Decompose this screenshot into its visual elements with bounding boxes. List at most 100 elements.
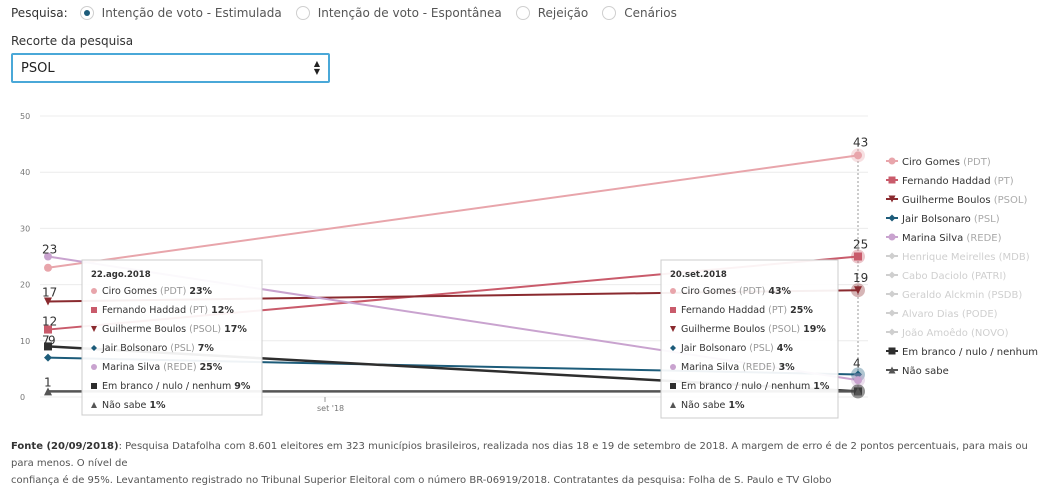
point-2-0 [44,297,52,306]
legend-marker-10 [888,347,896,355]
tooltip-1-row-1: Fernando Haddad (PT) 25% [681,305,813,316]
select-arrows-icon: ▲ ▼ [313,59,320,76]
left-data-label-5: 1 [44,375,52,389]
legend-label-8: Alvaro Dias (PODE) [902,309,998,320]
legend-item-3[interactable]: Jair Bolsonaro (PSL) [886,214,1000,225]
tooltip-1-row-0: Ciro Gomes (PDT) 43% [681,286,792,297]
point-6-0 [44,387,52,396]
legend-label-3: Jair Bolsonaro (PSL) [901,214,1000,225]
y-tick-label-50: 50 [20,112,30,121]
left-data-label-3: 7 [42,333,50,347]
point-4-1 [854,376,862,385]
source-footer: Fonte (20/09/2018): Pesquisa Datafolha c… [11,438,1041,489]
legend-label-1: Fernando Haddad (PT) [902,176,1014,187]
option-cenarios[interactable]: Cenários [602,6,677,20]
y-tick-label-0: 0 [20,393,25,402]
legend-item-4[interactable]: Marina Silva (REDE) [886,233,1002,244]
legend-marker-9 [888,328,896,336]
y-tick-label-10: 10 [20,337,30,346]
legend-item-6[interactable]: Cabo Daciolo (PATRI) [886,271,1006,282]
legend-label-4: Marina Silva (REDE) [902,233,1002,244]
legend-marker-11 [888,366,896,374]
point-3-0 [44,353,52,362]
legend-marker-1 [888,176,896,184]
radio-espontanea[interactable] [295,6,310,20]
legend-label-5: Henrique Meirelles (MDB) [902,252,1030,263]
legend-item-11[interactable]: Não sabe [886,366,949,377]
survey-type-selector: Pesquisa: Intenção de voto - Estimulada … [11,6,691,20]
tooltip-1-row-6: Não sabe 1% [681,400,745,411]
tooltip-0-row-4: Marina Silva (REDE) 25% [102,362,223,373]
footer-line2: confiança é de 95%. Levantamento registr… [11,475,832,486]
legend-item-7[interactable]: Geraldo Alckmin (PSDB) [886,290,1022,301]
legend-item-0[interactable]: Ciro Gomes (PDT) [886,157,991,168]
radio-estimulada[interactable] [79,6,94,20]
point-0-1 [854,151,862,160]
survey-type-label: Pesquisa: [11,6,68,20]
right-data-label-0: 43 [853,135,868,149]
legend-marker-3 [888,214,896,222]
right-data-label-2: 19 [853,271,868,285]
legend-label-10: Em branco / nulo / nenhum [902,347,1038,358]
left-data-label-1: 17 [42,285,57,299]
tooltip-box-0 [81,259,263,416]
legend-marker-2 [888,195,896,203]
point-1-1 [854,252,862,261]
recorte-select-value: PSOL [21,60,55,76]
tooltip-0: 22.ago.2018 Ciro Gomes (PDT) 23% Fernando … [81,259,263,416]
tooltip-0-marker-4 [91,364,97,370]
legend-marker-6 [888,271,896,279]
option-espontanea[interactable]: Intenção de voto - Espontânea [295,6,502,20]
option-espontanea-label: Intenção de voto - Espontânea [317,6,502,20]
tooltip-1-row-5: Em branco / nulo / nenhum 1% [681,381,830,392]
legend-marker-4 [888,233,896,241]
point-3-1 [854,370,862,379]
legend-item-8[interactable]: Alvaro Dias (PODE) [886,309,998,320]
legend-label-11: Não sabe [902,366,949,377]
point-2-1 [854,286,862,295]
tooltip-0-row-0: Ciro Gomes (PDT) 23% [102,286,213,297]
legend-item-1[interactable]: Fernando Haddad (PT) [886,176,1014,187]
tooltip-1-row-4: Marina Silva (REDE) 3% [681,362,795,373]
legend-label-6: Cabo Daciolo (PATRI) [902,271,1006,282]
tooltip-1-marker-2 [670,326,676,332]
radio-rejeicao[interactable] [515,6,530,20]
radio-cenarios[interactable] [602,6,617,20]
option-cenarios-label: Cenários [624,6,677,20]
tooltip-0-marker-3 [91,345,97,351]
tooltip-box-1 [660,259,839,419]
y-tick-label-30: 30 [20,224,30,233]
point-0-0 [44,263,52,272]
y-tick-label-20: 20 [20,281,30,290]
legend-item-10[interactable]: Em branco / nulo / nenhum [886,347,1038,358]
point-4-0 [44,252,52,261]
left-data-label-2: 12 [42,315,57,329]
tooltip-title-1: 20.set.2018 [670,270,727,280]
option-estimulada[interactable]: Intenção de voto - Estimulada [79,6,282,20]
option-rejeicao-label: Rejeição [537,6,589,20]
tooltip-1-marker-6 [670,402,676,408]
poll-line-chart: 0 10 20 30 40 50 set '18 23 17 12 79 1 43 25 19 4 22.ago… [20,112,1038,419]
tooltip-1-marker-1 [670,307,676,313]
series-line-0 [47,154,859,269]
point-5-0 [44,342,52,351]
point-6-1 [854,387,862,396]
left-data-label-4: 9 [48,333,56,347]
footer-source-label: Fonte (20/09/2018) [11,441,119,452]
legend-item-5[interactable]: Henrique Meirelles (MDB) [886,252,1030,263]
legend-item-9[interactable]: João Amoêdo (NOVO) [886,327,1009,339]
point-1-0 [44,325,52,334]
legend-marker-8 [888,309,896,317]
tooltip-0-marker-6 [91,402,97,408]
legend-item-2[interactable]: Guilherme Boulos (PSOL) [886,195,1027,206]
option-estimulada-label: Intenção de voto - Estimulada [101,6,282,20]
x-tick-label: set '18 [317,404,344,413]
option-rejeicao[interactable]: Rejeição [515,6,589,20]
legend-label-7: Geraldo Alckmin (PSDB) [902,290,1022,301]
recorte-select[interactable]: PSOL ▲ ▼ [11,53,330,83]
legend-label-9: João Amoêdo (NOVO) [901,327,1009,339]
tooltip-1-row-3: Jair Bolsonaro (PSL) 4% [680,343,793,354]
legend-label-0: Ciro Gomes (PDT) [902,157,991,168]
tooltip-1-marker-5 [670,383,676,389]
tooltip-1: 20.set.2018 Ciro Gomes (PDT) 43% Fernando … [660,259,839,419]
